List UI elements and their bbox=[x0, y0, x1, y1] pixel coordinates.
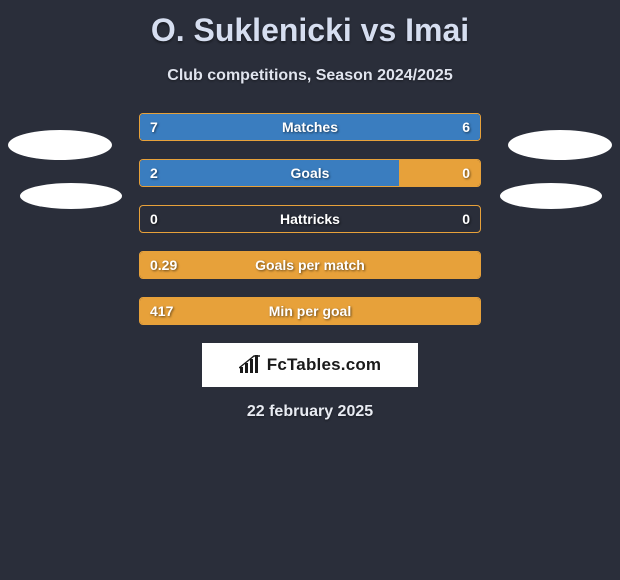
player-left-oval-2 bbox=[20, 183, 122, 209]
player-left-oval-1 bbox=[8, 130, 112, 160]
bar-goals: 2 Goals 0 bbox=[139, 159, 481, 187]
player-right-oval-1 bbox=[508, 130, 612, 160]
page-title: O. Suklenicki vs Imai bbox=[0, 0, 620, 49]
bar-hattricks: 0 Hattricks 0 bbox=[139, 205, 481, 233]
bar-matches-label: Matches bbox=[282, 119, 338, 135]
date-label: 22 february 2025 bbox=[0, 403, 620, 421]
page-subtitle: Club competitions, Season 2024/2025 bbox=[0, 67, 620, 85]
bar-goals-per-match-label: Goals per match bbox=[255, 257, 365, 273]
bar-goals-per-match-left-value: 0.29 bbox=[150, 257, 177, 273]
bar-min-per-goal-label: Min per goal bbox=[269, 303, 351, 319]
bar-goals-left-fill bbox=[140, 160, 399, 186]
brand-text: FcTables.com bbox=[267, 355, 382, 375]
comparison-stage: 7 Matches 6 2 Goals 0 0 Hattricks 0 0.29 Goals per… bbox=[0, 113, 620, 421]
bar-hattricks-label: Hattricks bbox=[280, 211, 340, 227]
bar-min-per-goal-left-value: 417 bbox=[150, 303, 173, 319]
bar-matches-right-value: 6 bbox=[462, 119, 470, 135]
comparison-bars: 7 Matches 6 2 Goals 0 0 Hattricks 0 0.29 Goals per… bbox=[139, 113, 481, 325]
bar-hattricks-right-value: 0 bbox=[462, 211, 470, 227]
bar-matches: 7 Matches 6 bbox=[139, 113, 481, 141]
bar-goals-per-match: 0.29 Goals per match bbox=[139, 251, 481, 279]
bar-hattricks-left-value: 0 bbox=[150, 211, 158, 227]
bar-min-per-goal: 417 Min per goal bbox=[139, 297, 481, 325]
bar-matches-left-value: 7 bbox=[150, 119, 158, 135]
bar-goals-label: Goals bbox=[291, 165, 330, 181]
bar-goals-left-value: 2 bbox=[150, 165, 158, 181]
bar-chart-icon bbox=[239, 355, 261, 375]
bar-goals-right-value: 0 bbox=[462, 165, 470, 181]
player-right-oval-2 bbox=[500, 183, 602, 209]
brand-badge[interactable]: FcTables.com bbox=[202, 343, 418, 387]
